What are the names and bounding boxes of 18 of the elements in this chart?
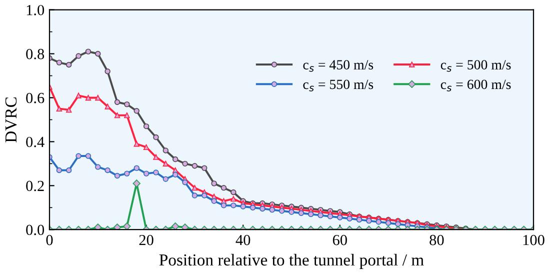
legend-label: c$_{s}$ = 500 m/s xyxy=(440,60,511,72)
x-tick-label: 0 xyxy=(46,234,53,246)
y-tick-label: 0.4 xyxy=(26,136,44,148)
x-tick-label: 100 xyxy=(523,234,544,246)
x-tick-label: 40 xyxy=(236,234,250,246)
legend-label: c$_{s}$ = 450 m/s xyxy=(303,60,374,72)
x-tick-label: 20 xyxy=(139,234,154,246)
legend-label: c$_{s}$ = 550 m/s xyxy=(303,80,374,92)
y-tick-label: 0.2 xyxy=(26,180,44,192)
x-axis-title: Position relative to the tunnel portal / m xyxy=(159,254,424,269)
x-tick-label: 80 xyxy=(430,234,444,246)
legend-label: c$_{s}$ = 600 m/s xyxy=(440,80,511,92)
y-tick-label: 0.0 xyxy=(26,224,44,236)
y-tick-label: 0.6 xyxy=(26,92,44,104)
y-tick-label: 0.8 xyxy=(26,48,44,60)
y-tick-label: 1.0 xyxy=(26,4,44,16)
y-axis-title: DVRC xyxy=(5,97,17,142)
x-tick-label: 60 xyxy=(332,234,347,246)
